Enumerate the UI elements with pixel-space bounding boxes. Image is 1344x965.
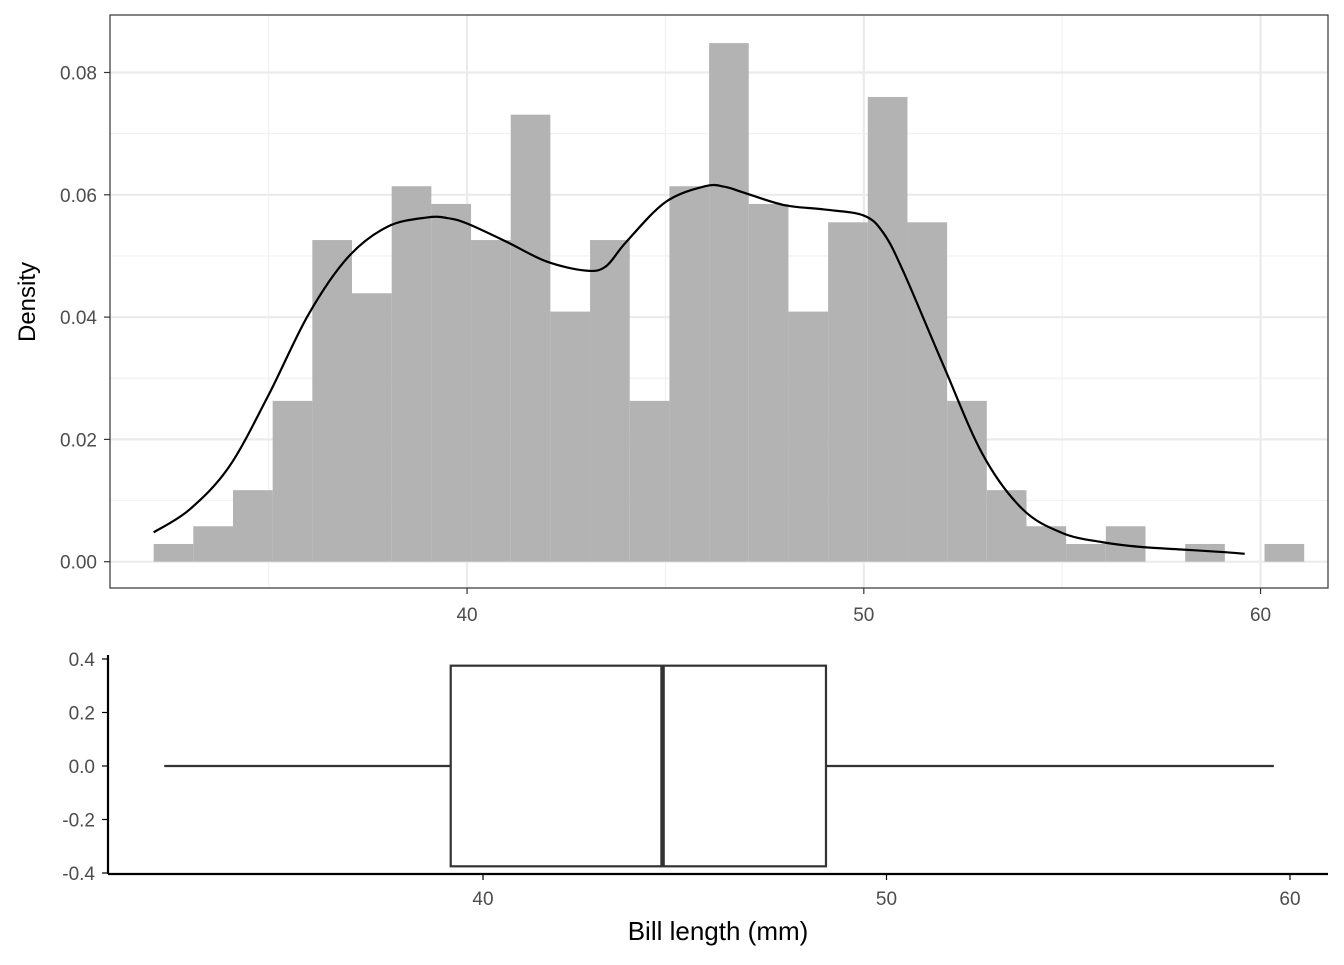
histogram-bar [510,114,551,562]
histogram-y-tick-label: 0.02 [60,430,97,451]
histogram-bar [1185,543,1225,562]
boxplot-y-axis: -0.4 -0.2 0.0 0.2 0.4 [62,650,108,885]
histogram-bar [748,203,789,562]
histogram-bar [629,400,670,562]
histogram-bar [867,96,908,562]
histogram-bar [788,311,829,562]
histogram-bar [550,311,591,562]
histogram-bar [669,186,710,562]
boxplot [164,664,1274,868]
boxplot-y-tick-label: -0.4 [62,864,95,885]
histogram-bar [907,222,948,562]
histogram-bar [352,293,392,562]
boxplot-x-axis-title: Bill length (mm) [628,916,809,946]
histogram-bar [193,526,233,562]
histogram-y-axis-title: Density [14,262,41,342]
histogram-bar [391,186,432,562]
histogram-bar [471,240,511,562]
boxplot-panel: -0.4 -0.2 0.0 0.2 0.4 40 50 60 Bill length (mm… [62,650,1328,946]
histogram-x-tick-label: 50 [853,605,874,626]
histogram-bar [153,543,194,562]
histogram-bar [312,240,353,562]
boxplot-y-tick-label: 0.2 [69,704,95,725]
boxplot-x-tick-label: 60 [1279,889,1300,910]
histogram-bar [828,222,868,562]
histogram-panel: 0.00 0.02 0.04 0.06 0.08 40 50 60 Density [14,14,1329,626]
histogram-panel-border [109,14,1329,589]
density-curve [153,183,1245,555]
boxplot-box [449,664,828,868]
histogram-bar [1264,543,1305,562]
histogram-bar [986,490,1027,562]
histogram-y-tick-label: 0.00 [60,553,97,574]
boxplot-y-tick-label: 0.4 [69,650,96,671]
histogram-x-tick-label: 40 [456,605,477,626]
histogram-y-tick-label: 0.06 [60,186,97,207]
histogram-bar [232,490,273,562]
histogram-x-axis: 40 50 60 [456,588,1271,626]
histogram-y-axis: 0.00 0.02 0.04 0.06 0.08 [60,63,110,574]
boxplot-y-tick-label: 0.0 [69,757,95,778]
histogram-bar [272,400,313,562]
histogram-bars [153,43,1305,562]
histogram-x-tick-label: 60 [1250,605,1271,626]
boxplot-x-axis: 40 50 60 [472,874,1301,910]
histogram-bar [431,203,472,562]
histogram-bar [709,43,749,562]
boxplot-y-tick-label: -0.2 [62,811,95,832]
boxplot-x-tick-label: 40 [472,889,493,910]
histogram-bar [947,400,987,562]
histogram-bar [590,240,630,562]
histogram-y-tick-label: 0.08 [60,63,97,84]
boxplot-x-tick-label: 50 [876,889,897,910]
histogram-bar [1066,543,1106,562]
histogram-y-tick-label: 0.04 [60,308,97,329]
